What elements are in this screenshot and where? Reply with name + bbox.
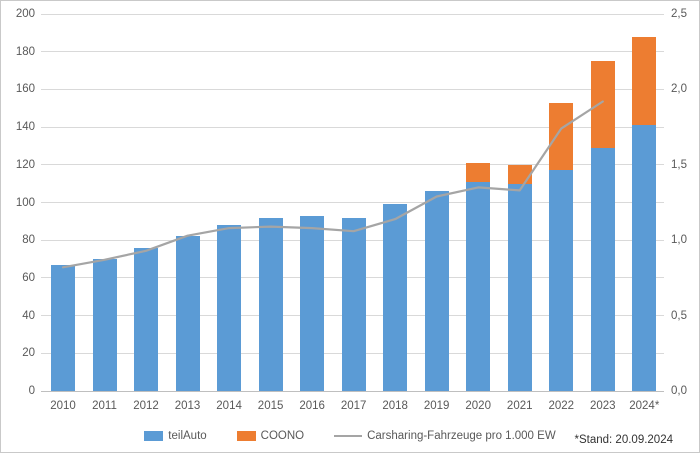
y-axis-right-tick: 1,0 [671,234,687,247]
x-axis-tick: 2013 [174,400,201,412]
legend-item-line: Carsharing-Fahrzeuge pro 1.000 EW [334,430,556,442]
y-axis-left-tick: 180 [15,45,35,58]
bar-coono-2024* [632,36,657,126]
x-axis-tick: 2014 [216,400,242,412]
y-axis-left-tick: 80 [22,234,35,247]
bar-teilauto-2014 [217,225,242,391]
y-axis-left-tick: 40 [22,309,35,322]
legend-label-coono: COONO [260,430,305,442]
legend-item-teilauto: teilAuto [144,430,207,442]
bar-teilauto-2021 [507,183,532,391]
bar-teilauto-2012 [134,247,159,391]
teilauto-swatch-icon [144,431,164,441]
trend-line [61,100,604,269]
bar-teilauto-2017 [341,217,366,391]
legend-label-line: Carsharing-Fahrzeuge pro 1.000 EW [367,430,556,442]
h-gridline [41,88,664,90]
legend-label-teilauto: teilAuto [168,430,207,442]
plot-area [41,13,664,392]
x-axis-tick: 2012 [133,400,159,412]
x-axis-tick: 2019 [423,400,450,412]
bar-coono-2020 [466,162,491,182]
y-axis-right-tick: 1,5 [671,158,687,171]
bar-teilauto-2015 [258,217,283,391]
bar-teilauto-2011 [92,259,117,391]
x-axis-tick: 2021 [506,400,533,412]
bar-teilauto-2020 [466,181,491,391]
x-axis-tick: 2015 [257,400,284,412]
footnote-stand-date: *Stand: 20.09.2024 [574,434,673,446]
x-axis-tick: 2017 [340,400,367,412]
bar-teilauto-2022 [549,170,574,391]
y-axis-left-tick: 0 [28,385,35,397]
y-axis-left-tick: 160 [15,83,35,96]
h-gridline [41,51,664,53]
legend-item-coono: COONO [236,430,305,442]
line-swatch-icon [334,435,363,437]
bar-coono-2023 [590,61,615,148]
y-axis-left-tick: 60 [22,271,35,284]
x-axis-tick: 2024* [629,400,660,412]
y-axis-right-tick: 2,0 [671,83,687,96]
x-axis-tick: 2011 [92,400,117,412]
x-axis-tick: 2023 [589,400,616,412]
x-axis-tick: 2016 [299,400,325,412]
chart-legend: teilAuto COONO Carsharing-Fahrzeuge pro … [1,430,699,442]
bar-teilauto-2013 [175,236,200,391]
y-axis-left-tick: 120 [15,158,35,171]
y-axis-left-tick: 200 [15,8,35,20]
h-gridline [41,126,664,128]
bar-teilauto-2018 [383,204,408,391]
y-axis-left-tick: 140 [15,121,35,134]
trend-line-layer [61,100,604,269]
x-axis-tick: 2020 [465,400,491,412]
y-axis-right-tick: 2,5 [671,8,687,20]
x-axis-tick: 2018 [382,400,408,412]
h-gridline [41,13,664,15]
bar-teilauto-2023 [590,147,615,391]
x-axis-line [41,390,664,392]
x-axis-tick: 2022 [548,400,575,412]
bar-teilauto-2010 [51,264,75,391]
bar-teilauto-2016 [300,215,325,391]
x-axis-tick: 2010 [50,400,76,412]
h-gridline [41,164,664,166]
coono-swatch-icon [236,431,256,441]
h-gridline [41,202,664,203]
y-axis-right-tick: 0,0 [671,385,687,397]
y-axis-left-tick: 100 [15,196,35,209]
y-axis-left-tick: 20 [22,347,35,360]
bar-coono-2022 [549,102,574,171]
bar-teilauto-2024* [632,125,657,391]
bar-coono-2021 [507,164,532,184]
bar-teilauto-2019 [424,191,449,391]
y-axis-right-tick: 0,5 [671,309,687,322]
